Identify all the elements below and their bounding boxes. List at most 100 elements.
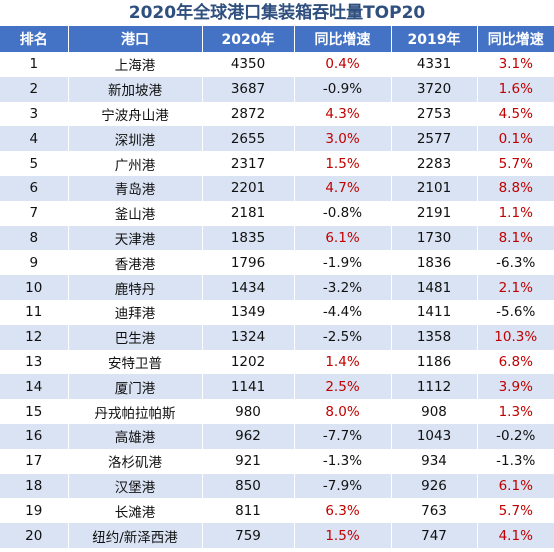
- port-name-cell: 天津港: [68, 225, 203, 251]
- rank-cell: 13: [0, 349, 69, 375]
- volume-2020-cell: 3687: [202, 76, 295, 102]
- growth-2019-cell: -6.3%: [477, 250, 554, 276]
- growth-2019-cell: 1.3%: [477, 399, 554, 424]
- volume-2020-cell: 2872: [202, 101, 295, 127]
- volume-2020-cell: 1835: [202, 225, 295, 251]
- table-row: 5 广州港 2317 1.5% 2283 5.7%: [0, 151, 554, 176]
- port-name-cell: 上海港: [68, 52, 203, 77]
- volume-2019-cell: 1836: [391, 250, 478, 276]
- volume-2019-cell: 2283: [391, 151, 478, 176]
- volume-2019-cell: 1043: [391, 423, 478, 449]
- volume-2020-cell: 2181: [202, 200, 295, 226]
- table-row: 7 釜山港 2181 -0.8% 2191 1.1%: [0, 200, 554, 226]
- volume-2020-cell: 2201: [202, 175, 295, 201]
- growth-2019-cell: -5.6%: [477, 299, 554, 325]
- table-row: 17 洛杉矶港 921 -1.3% 934 -1.3%: [0, 448, 554, 474]
- table-row: 10 鹿特丹 1434 -3.2% 1481 2.1%: [0, 275, 554, 300]
- volume-2020-cell: 1141: [202, 374, 295, 400]
- volume-2019-cell: 4331: [391, 52, 478, 77]
- growth-2020-cell: -4.4%: [294, 299, 392, 325]
- header-growth-2019: 同比增速: [477, 26, 554, 52]
- growth-2019-cell: 6.8%: [477, 349, 554, 375]
- table-row: 9 香港港 1796 -1.9% 1836 -6.3%: [0, 250, 554, 276]
- growth-2020-cell: -3.2%: [294, 275, 392, 300]
- port-name-cell: 深圳港: [68, 126, 203, 152]
- port-name-cell: 长滩港: [68, 498, 203, 524]
- rank-cell: 14: [0, 374, 69, 400]
- rank-cell: 17: [0, 448, 69, 474]
- volume-2019-cell: 747: [391, 523, 478, 548]
- growth-2019-cell: -0.2%: [477, 423, 554, 449]
- growth-2020-cell: -7.9%: [294, 473, 392, 499]
- volume-2019-cell: 3720: [391, 76, 478, 102]
- table-row: 15 丹戎帕拉帕斯 980 8.0% 908 1.3%: [0, 399, 554, 424]
- volume-2019-cell: 2577: [391, 126, 478, 152]
- port-name-cell: 安特卫普: [68, 349, 203, 375]
- volume-2019-cell: 926: [391, 473, 478, 499]
- header-2019: 2019年: [391, 26, 478, 52]
- volume-2019-cell: 2101: [391, 175, 478, 201]
- volume-2020-cell: 850: [202, 473, 295, 499]
- port-name-cell: 丹戎帕拉帕斯: [68, 399, 203, 424]
- volume-2020-cell: 921: [202, 448, 295, 474]
- growth-2019-cell: 5.7%: [477, 151, 554, 176]
- volume-2019-cell: 934: [391, 448, 478, 474]
- growth-2019-cell: 6.1%: [477, 473, 554, 499]
- table-row: 2 新加坡港 3687 -0.9% 3720 1.6%: [0, 76, 554, 102]
- growth-2019-cell: 10.3%: [477, 324, 554, 350]
- table-title: 2020年全球港口集装箱吞吐量TOP20: [128, 3, 426, 23]
- volume-2019-cell: 1730: [391, 225, 478, 251]
- table-row: 19 长滩港 811 6.3% 763 5.7%: [0, 498, 554, 524]
- table-row: 8 天津港 1835 6.1% 1730 8.1%: [0, 225, 554, 251]
- growth-2020-cell: 1.5%: [294, 151, 392, 176]
- growth-2020-cell: -7.7%: [294, 423, 392, 449]
- growth-2019-cell: 8.1%: [477, 225, 554, 251]
- table-row: 18 汉堡港 850 -7.9% 926 6.1%: [0, 473, 554, 499]
- table-row: 13 安特卫普 1202 1.4% 1186 6.8%: [0, 349, 554, 375]
- volume-2020-cell: 1202: [202, 349, 295, 375]
- growth-2019-cell: 4.5%: [477, 101, 554, 127]
- volume-2019-cell: 1481: [391, 275, 478, 300]
- port-name-cell: 汉堡港: [68, 473, 203, 499]
- growth-2020-cell: 4.3%: [294, 101, 392, 127]
- growth-2019-cell: 4.1%: [477, 523, 554, 548]
- ports-table: 排名 港口 2020年 同比增速 2019年 同比增速 1 上海港 4350 0.4%…: [0, 26, 554, 548]
- rank-cell: 1: [0, 52, 69, 77]
- growth-2020-cell: 8.0%: [294, 399, 392, 424]
- port-name-cell: 宁波舟山港: [68, 101, 203, 127]
- volume-2019-cell: 1112: [391, 374, 478, 400]
- growth-2019-cell: 3.9%: [477, 374, 554, 400]
- volume-2020-cell: 2655: [202, 126, 295, 152]
- rank-cell: 7: [0, 200, 69, 226]
- volume-2020-cell: 2317: [202, 151, 295, 176]
- volume-2020-cell: 1796: [202, 250, 295, 276]
- growth-2020-cell: -0.9%: [294, 76, 392, 102]
- table-row: 3 宁波舟山港 2872 4.3% 2753 4.5%: [0, 101, 554, 127]
- table-row: 20 纽约/新泽西港 759 1.5% 747 4.1%: [0, 523, 554, 548]
- volume-2019-cell: 1411: [391, 299, 478, 325]
- growth-2019-cell: 1.6%: [477, 76, 554, 102]
- growth-2019-cell: 2.1%: [477, 275, 554, 300]
- port-name-cell: 洛杉矶港: [68, 448, 203, 474]
- header-growth-2020: 同比增速: [294, 26, 392, 52]
- table-row: 16 高雄港 962 -7.7% 1043 -0.2%: [0, 423, 554, 449]
- growth-2020-cell: 6.1%: [294, 225, 392, 251]
- rank-cell: 12: [0, 324, 69, 350]
- volume-2019-cell: 763: [391, 498, 478, 524]
- growth-2020-cell: 1.4%: [294, 349, 392, 375]
- growth-2020-cell: -2.5%: [294, 324, 392, 350]
- table-row: 4 深圳港 2655 3.0% 2577 0.1%: [0, 126, 554, 152]
- rank-cell: 5: [0, 151, 69, 176]
- rank-cell: 4: [0, 126, 69, 152]
- header-row: 排名 港口 2020年 同比增速 2019年 同比增速: [0, 26, 554, 52]
- volume-2019-cell: 2753: [391, 101, 478, 127]
- rank-cell: 20: [0, 523, 69, 548]
- port-name-cell: 新加坡港: [68, 76, 203, 102]
- rank-cell: 8: [0, 225, 69, 251]
- table-row: 14 厦门港 1141 2.5% 1112 3.9%: [0, 374, 554, 400]
- rank-cell: 3: [0, 101, 69, 127]
- growth-2019-cell: 8.8%: [477, 175, 554, 201]
- rank-cell: 9: [0, 250, 69, 276]
- table-row: 1 上海港 4350 0.4% 4331 3.1%: [0, 52, 554, 77]
- growth-2019-cell: 5.7%: [477, 498, 554, 524]
